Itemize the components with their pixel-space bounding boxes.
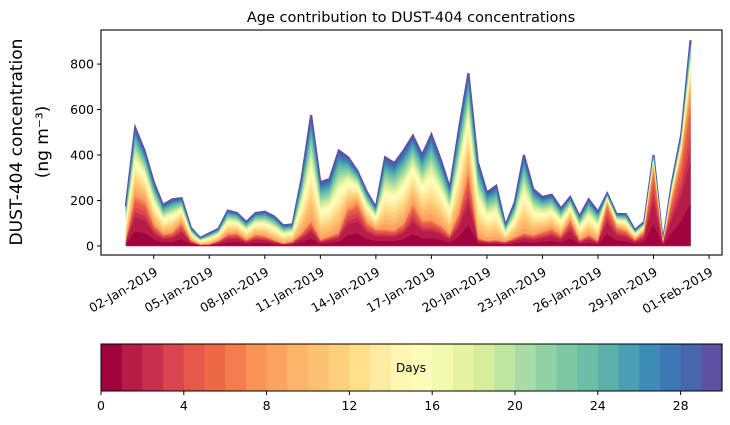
- colorbar-frame: [100, 343, 723, 392]
- colorbar-bin-day-28: [680, 344, 702, 391]
- colorbar-bin-day-22: [556, 344, 578, 391]
- colorbar-bin-day-16: [432, 344, 454, 391]
- colorbar-tick-label: 16: [424, 398, 440, 413]
- stacked-area-layers: [124, 40, 692, 247]
- colorbar-tick-label: 12: [341, 398, 357, 413]
- colorbar-bin-day-27: [659, 344, 682, 391]
- colorbar-bin-day-23: [577, 344, 599, 391]
- plot-frame: [100, 29, 723, 256]
- colorbar-bin-day-25: [618, 344, 640, 391]
- colorbar-tick-label: 24: [590, 398, 606, 413]
- y-tick-label: 600: [70, 102, 94, 117]
- colorbar-bin-day-15: [411, 344, 433, 391]
- colorbar-tick-label: 8: [263, 398, 271, 413]
- colorbar-bin-day-3: [163, 344, 185, 391]
- area-layer-day-0: [125, 203, 691, 247]
- y-axis: 0 200 400 600 800: [70, 57, 101, 253]
- colorbar-bin-day-4: [183, 344, 206, 391]
- colorbar-bin-day-10: [308, 344, 330, 391]
- colorbar-bin-day-5: [204, 344, 226, 391]
- colorbar-label: Days: [396, 361, 426, 375]
- colorbar-bin-day-2: [142, 344, 164, 391]
- colorbar-bin-day-21: [535, 344, 557, 391]
- y-tick-label: 400: [70, 148, 94, 163]
- colorbar-bin-day-17: [452, 344, 475, 391]
- y-tick-label: 0: [86, 238, 94, 253]
- colorbar: [100, 343, 723, 392]
- colorbar-bin-day-11: [328, 344, 350, 391]
- colorbar-tick-label: 0: [97, 398, 105, 413]
- colorbar-bin-day-18: [473, 344, 495, 391]
- colorbar-bin-day-24: [597, 344, 620, 391]
- colorbar-bin-day-0: [101, 344, 123, 391]
- colorbar-bin-day-19: [494, 344, 516, 391]
- colorbar-bin-day-9: [287, 344, 309, 391]
- colorbar-axis: 0 4 8 12 16 20 24 28: [97, 391, 689, 413]
- y-axis-unit-label: (ng m⁻³): [33, 106, 53, 179]
- y-tick-label: 800: [70, 57, 94, 72]
- colorbar-bin-day-7: [245, 344, 268, 391]
- colorbar-bin-day-8: [266, 344, 288, 391]
- chart-title: Age contribution to DUST-404 concentrati…: [247, 10, 575, 26]
- colorbar-bin-day-6: [225, 344, 247, 391]
- colorbar-bin-day-14: [390, 344, 413, 391]
- colorbar-bin-day-29: [701, 344, 723, 391]
- colorbar-tick-label: 28: [673, 398, 689, 413]
- colorbar-tick-label: 20: [507, 398, 523, 413]
- y-axis-label: DUST-404 concentration: [7, 39, 27, 246]
- colorbar-bin-day-13: [370, 344, 392, 391]
- y-tick-label: 200: [70, 193, 94, 208]
- colorbar-bin-day-1: [121, 344, 143, 391]
- colorbar-tick-label: 4: [180, 398, 188, 413]
- colorbar-bin-day-20: [515, 344, 537, 391]
- colorbar-bin-day-26: [639, 344, 661, 391]
- x-axis: 02-Jan-201905-Jan-201908-Jan-201911-Jan-…: [86, 255, 715, 317]
- colorbar-bin-day-12: [349, 344, 371, 391]
